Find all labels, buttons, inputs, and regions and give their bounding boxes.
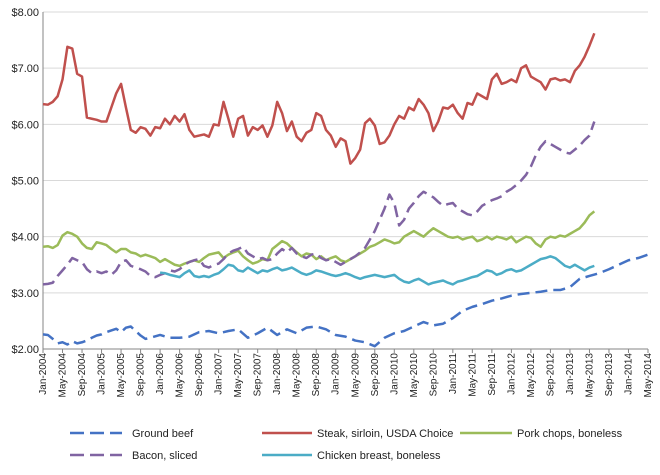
legend-label-chicken: Chicken breast, boneless xyxy=(317,450,441,462)
x-tick-label: May-2011 xyxy=(467,353,478,397)
x-tick-label: May-2013 xyxy=(584,353,595,398)
x-tick-label: May-2007 xyxy=(233,353,244,398)
legend-label-pork: Pork chops, boneless xyxy=(517,428,623,440)
x-tick-label: Jan-2012 xyxy=(506,353,517,395)
x-tick-label: Jan-2010 xyxy=(389,353,400,395)
y-tick-labels: $2.00 $3.00 $4.00 $5.00 $6.00 $7.00 $8.00 xyxy=(11,7,39,356)
series-line-bacon-sliced xyxy=(42,121,596,286)
y-tick-label: $7.00 xyxy=(11,63,39,75)
y-tick-label: $6.00 xyxy=(11,119,39,131)
x-tick-label: Sep-2007 xyxy=(253,353,264,397)
y-tick-label: $4.00 xyxy=(11,232,39,244)
legend-item-chicken: Chicken breast, boneless xyxy=(262,450,441,462)
legend-item-pork: Pork chops, boneless xyxy=(460,428,623,440)
y-tick-label: $8.00 xyxy=(11,7,39,19)
series-line-chicken-breast-boneless xyxy=(159,255,595,286)
legend: Ground beef Steak, sirloin, USDA Choice … xyxy=(70,428,623,462)
x-tick-label: May-2010 xyxy=(409,353,420,398)
x-tick-label: Jan-2008 xyxy=(272,353,283,395)
series-line-ground-beef xyxy=(42,251,654,348)
x-tick-label: Sep-2006 xyxy=(194,353,205,397)
legend-label-ground-beef: Ground beef xyxy=(132,428,194,440)
x-tick-label: Sep-2008 xyxy=(311,353,322,397)
x-tick-label: Jan-2005 xyxy=(97,353,108,395)
x-tick-label: May-2006 xyxy=(175,353,186,398)
x-tick-label: May-2012 xyxy=(526,353,537,398)
x-tick-label: Jan-2009 xyxy=(331,353,342,395)
x-tick-label: Sep-2012 xyxy=(545,353,556,397)
legend-item-steak: Steak, sirloin, USDA Choice xyxy=(262,428,453,440)
legend-label-bacon: Bacon, sliced xyxy=(132,450,197,462)
y-tick-label: $3.00 xyxy=(11,288,39,300)
x-tick-label: Jan-2011 xyxy=(448,353,459,394)
x-tick-label: May-2005 xyxy=(116,353,127,398)
x-tick-label: Sep-2005 xyxy=(136,353,147,397)
x-tick-label: May-2004 xyxy=(58,353,69,398)
series-line-steak-sirloin-usda-choice xyxy=(42,32,596,165)
gridlines xyxy=(43,11,648,350)
legend-item-ground-beef: Ground beef xyxy=(70,428,194,440)
x-tick-label: May-2009 xyxy=(350,353,361,398)
series-line-pork-chops-boneless xyxy=(42,210,596,268)
x-tick-labels: Jan-2004 May-2004 Sep-2004 Jan-2005 May-2005… xyxy=(38,353,654,398)
x-tick-label: Sep-2004 xyxy=(77,353,88,397)
y-tick-label: $2.00 xyxy=(11,344,39,356)
x-tick-label: Jan-2004 xyxy=(38,353,49,395)
y-tick-label: $5.00 xyxy=(11,176,39,188)
x-tick-label: Jan-2007 xyxy=(214,353,225,395)
legend-item-bacon: Bacon, sliced xyxy=(70,450,197,462)
x-tick-label: Sep-2011 xyxy=(487,353,498,396)
legend-label-steak: Steak, sirloin, USDA Choice xyxy=(317,428,453,440)
axes xyxy=(42,12,649,353)
x-tick-label: Sep-2010 xyxy=(428,353,439,397)
x-tick-label: May-2008 xyxy=(292,353,303,398)
x-tick-label: Jan-2006 xyxy=(155,353,166,395)
x-tick-label: May-2014 xyxy=(643,353,654,398)
x-tick-label: Sep-2009 xyxy=(370,353,381,397)
series-lines xyxy=(42,32,654,348)
x-tick-label: Jan-2014 xyxy=(623,353,634,395)
x-tick-label: Jan-2013 xyxy=(565,353,576,395)
x-tick-label: Sep-2013 xyxy=(604,353,615,397)
